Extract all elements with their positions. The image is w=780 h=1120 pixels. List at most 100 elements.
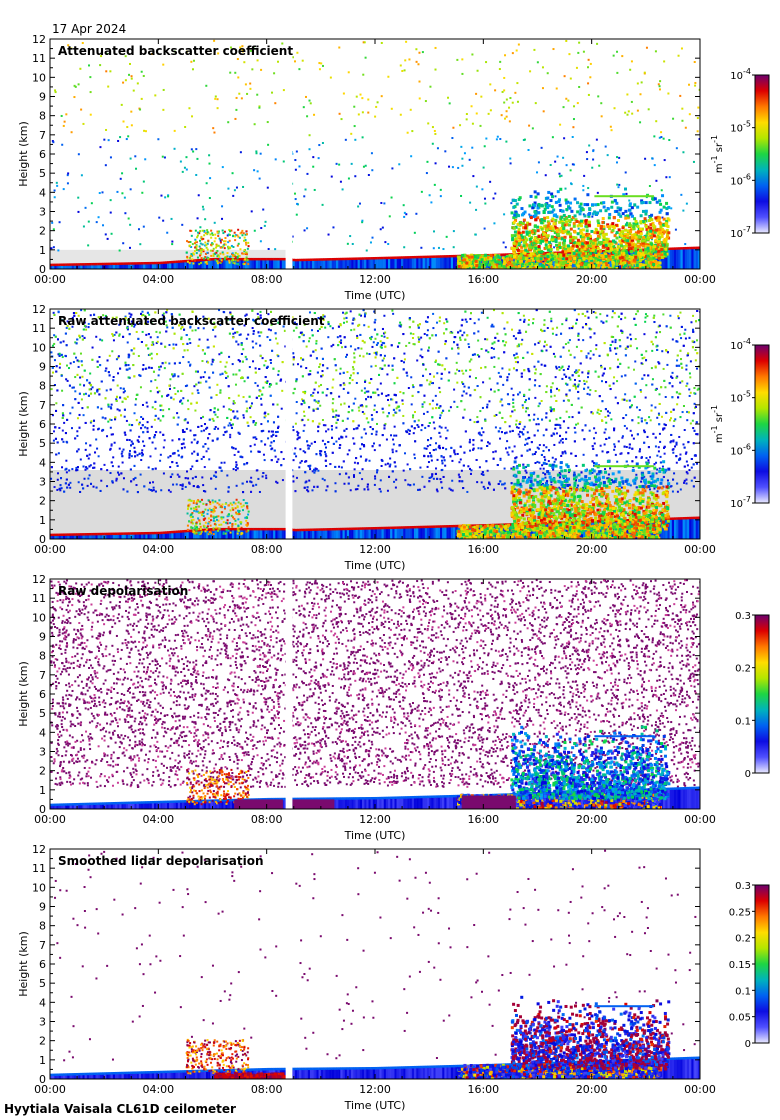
morning-cloud-cell xyxy=(201,229,204,232)
cloud-cell xyxy=(639,252,643,256)
y-tick-label: 0 xyxy=(39,263,46,276)
boundary-layer-cell xyxy=(271,259,274,269)
cloud-cell xyxy=(575,254,579,258)
aerosol-cell xyxy=(594,263,598,267)
cloud-cell xyxy=(648,215,652,219)
y-tick-label: 2 xyxy=(39,225,46,238)
noise-pixel xyxy=(227,187,230,190)
aerosol-cell xyxy=(534,264,538,268)
cloud-cell xyxy=(514,256,518,260)
boundary-layer-cell xyxy=(232,259,235,269)
cloud-cell xyxy=(561,248,565,252)
cloud-cell xyxy=(658,228,662,232)
aerosol-cell xyxy=(473,262,477,266)
morning-cloud-cell xyxy=(204,252,207,255)
cloud-cell xyxy=(573,230,577,234)
cloud-cell xyxy=(625,244,629,248)
morning-cloud-cell xyxy=(205,246,208,249)
aerosol-cell xyxy=(522,266,526,269)
boundary-layer-top xyxy=(336,257,339,261)
noise-pixel xyxy=(509,97,512,100)
morning-cloud-cell xyxy=(210,229,213,232)
noise-pixel xyxy=(327,233,330,236)
noise-pixel xyxy=(89,113,92,116)
aerosol-cell xyxy=(516,267,520,269)
noise-pixel xyxy=(173,129,176,132)
boundary-layer-top xyxy=(388,256,391,260)
noise-pixel xyxy=(693,61,696,64)
boundary-layer-cell xyxy=(676,248,679,269)
boundary-layer-top xyxy=(253,257,257,261)
noise-pixel xyxy=(565,164,568,167)
cloud-cell xyxy=(641,219,645,223)
boundary-layer-cell xyxy=(370,258,374,269)
noise-pixel xyxy=(541,66,544,69)
cloud-cell xyxy=(527,231,531,235)
noise-pixel xyxy=(662,137,665,140)
cloud-cell xyxy=(570,217,574,221)
cloud-cell xyxy=(537,245,541,249)
boundary-layer-top xyxy=(275,257,278,261)
cloud-cell xyxy=(653,226,657,230)
boundary-layer-cell xyxy=(336,259,339,269)
morning-cloud-cell xyxy=(232,245,235,248)
cloud-cell xyxy=(547,204,551,208)
cloud-cell xyxy=(658,210,662,214)
noise-pixel xyxy=(403,69,406,72)
aerosol-cell xyxy=(530,262,534,266)
noise-pixel xyxy=(142,180,145,183)
cloud-cell xyxy=(622,236,626,240)
cloud-cell xyxy=(629,230,633,234)
cloud-cell xyxy=(649,223,653,227)
colorbar-tick-base: 10 xyxy=(730,176,743,187)
cloud-cell xyxy=(647,252,651,256)
noise-pixel xyxy=(663,60,666,63)
boundary-layer-top xyxy=(500,253,504,256)
noise-pixel xyxy=(192,150,195,153)
noise-pixel xyxy=(329,76,332,79)
aerosol-cell xyxy=(558,267,562,269)
aerosol-cell xyxy=(527,267,531,269)
colorbar-tick-label: 10-4 xyxy=(730,67,751,82)
y-axis-label: Height (km) xyxy=(17,121,30,187)
noise-pixel xyxy=(62,124,65,127)
cloud-cell xyxy=(523,210,527,214)
noise-pixel xyxy=(353,125,356,128)
boundary-layer-cell xyxy=(208,259,211,269)
noise-pixel xyxy=(171,243,174,246)
cloud-cell xyxy=(657,232,661,236)
noise-pixel xyxy=(234,117,237,120)
boundary-layer-top xyxy=(433,255,436,258)
cloud-cell xyxy=(563,238,567,242)
noise-pixel xyxy=(128,246,131,249)
morning-cloud-cell xyxy=(195,245,198,248)
noise-pixel xyxy=(260,227,263,230)
cloud-cell xyxy=(527,253,531,257)
aerosol-cell xyxy=(560,266,564,269)
noise-pixel xyxy=(121,172,124,175)
noise-pixel xyxy=(102,224,105,227)
cloud-cell xyxy=(663,230,667,234)
x-tick-label: 08:00 xyxy=(251,273,283,286)
noise-pixel xyxy=(364,56,367,59)
noise-pixel xyxy=(341,188,344,191)
cloud-cell xyxy=(618,233,622,237)
boundary-layer-top xyxy=(99,262,103,266)
cloud-cell xyxy=(622,240,626,244)
noise-pixel xyxy=(267,143,270,146)
colorbar-label-unit: sr xyxy=(714,142,725,155)
aerosol-cell xyxy=(490,265,494,269)
morning-cloud-cell xyxy=(199,261,202,264)
aerosol-cell xyxy=(468,263,472,267)
boundary-layer-top xyxy=(669,247,673,250)
cloud-cell xyxy=(627,243,631,247)
boundary-layer-top xyxy=(375,256,378,260)
colorbar-tick-base: 10 xyxy=(730,124,743,135)
boundary-layer-top xyxy=(110,262,114,266)
aerosol-cell xyxy=(601,266,605,269)
noise-pixel xyxy=(139,108,142,111)
noise-pixel xyxy=(444,150,447,153)
morning-cloud-cell xyxy=(223,230,226,233)
noise-pixel xyxy=(137,228,140,231)
noise-pixel xyxy=(597,95,600,98)
